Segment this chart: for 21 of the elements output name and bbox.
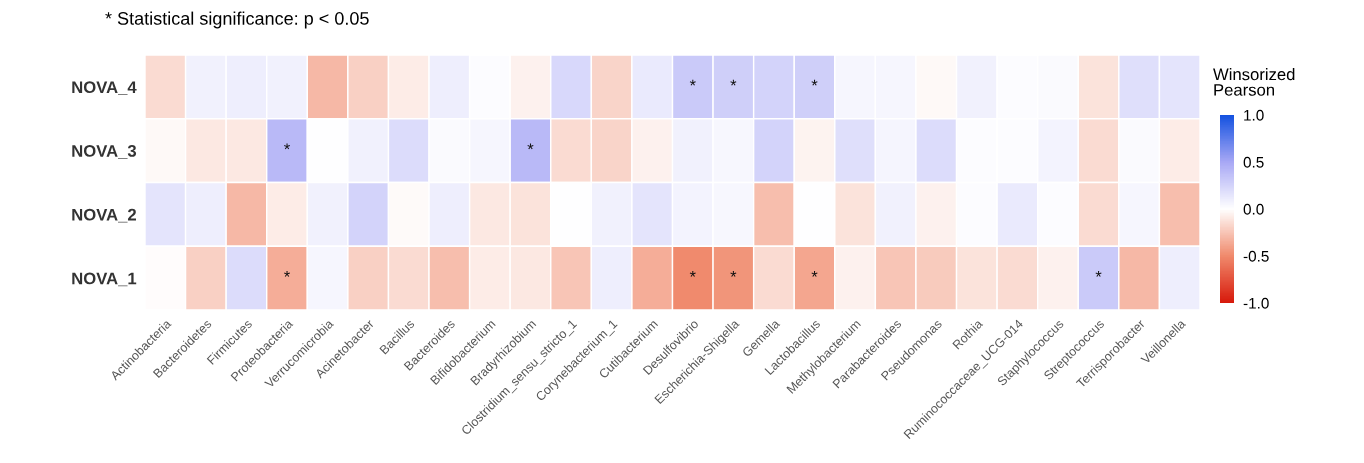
- data-label: *: [811, 79, 818, 86]
- color-bar-label: -0.5: [1243, 250, 1269, 262]
- data-label: *: [1095, 270, 1102, 277]
- data-label: *: [284, 143, 290, 150]
- color-bar-label: 0.5: [1243, 156, 1264, 168]
- data-label: *: [730, 270, 737, 277]
- color-bar-label: -1.0: [1243, 297, 1269, 309]
- data-label: *: [689, 270, 696, 277]
- data-label: *: [689, 79, 696, 86]
- color-bar-label: 1.0: [1244, 109, 1264, 121]
- data-label: *: [730, 79, 737, 86]
- data-label: *: [527, 143, 534, 150]
- color-bar-label: 0.0: [1243, 203, 1264, 215]
- y-tick-label: NOVA_2: [72, 208, 136, 223]
- text: * Statistical significance: p < 0.05: [105, 11, 369, 29]
- y-tick-label: NOVA_3: [72, 145, 137, 159]
- color-bar-title: Winsorized Pearson: [1213, 68, 1295, 96]
- data-label: *: [811, 270, 818, 277]
- y-tick-label: NOVA_4: [72, 81, 137, 95]
- data-label: *: [284, 270, 290, 277]
- y-tick-label: NOVA_1: [72, 272, 137, 287]
